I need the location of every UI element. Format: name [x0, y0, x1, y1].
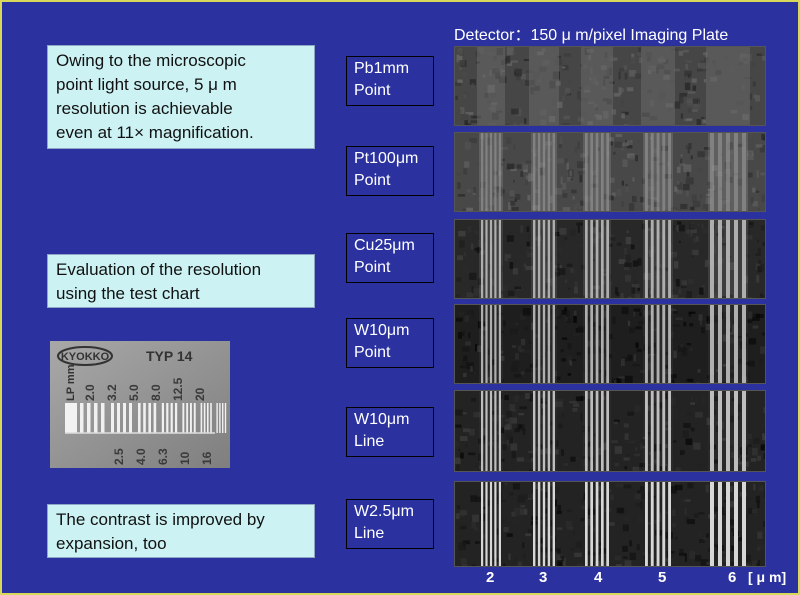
test-chart-upper-value: 20 — [193, 387, 207, 401]
contrast-text: The contrast is improved by expansion, t… — [56, 510, 265, 553]
evaluation-note: Evaluation of the resolution using the t… — [47, 254, 315, 308]
source-label-w10um-point: W10μm Point — [346, 318, 434, 368]
point-source-text: Owing to the microscopic point light sou… — [56, 51, 254, 142]
test-chart-image: KYOKKO TYP 14 LP mm 2.0 3.2 5.0 8.0 12.5 20 2… — [50, 341, 251, 468]
point-source-note: Owing to the microscopic point light sou… — [47, 45, 315, 149]
test-chart-upper-values: 2.0 3.2 5.0 8.0 12.5 20 — [83, 377, 207, 401]
test-chart-upper-value: 5.0 — [127, 384, 141, 401]
x-unit-label: [ μ m] — [748, 569, 787, 585]
test-chart-upper-value: 8.0 — [149, 384, 163, 401]
test-chart-lower-value: 4.0 — [134, 448, 148, 465]
x-tick-6: 6 — [728, 569, 737, 586]
source-label-w2-5um-line: W2.5μm Line — [346, 499, 434, 549]
source-label-w10um-line: W10μm Line — [346, 407, 434, 457]
x-tick-5: 5 — [658, 569, 667, 586]
source-label-cu25um: Cu25μm Point — [346, 233, 434, 283]
test-chart-lower-values: 2.5 4.0 6.3 10 16 — [112, 448, 214, 465]
x-tick-3: 3 — [539, 569, 548, 586]
test-chart-upper-value: 3.2 — [105, 384, 119, 401]
xray-strip-w10um-point — [454, 304, 768, 390]
xray-strip-pb1mm — [454, 46, 768, 132]
x-tick-4: 4 — [594, 569, 603, 586]
source-label-pt100um: Pt100μm Point — [346, 146, 434, 196]
test-chart-lower-value: 16 — [200, 451, 214, 465]
test-chart-model: TYP 14 — [146, 348, 193, 364]
xray-strip-pt100um — [454, 132, 772, 219]
x-tick-2: 2 — [486, 569, 495, 586]
test-chart-bar-pattern — [80, 403, 251, 433]
xray-strip-w2-5um-line — [454, 481, 772, 572]
source-label-pb1mm: Pb1mm Point — [346, 56, 434, 106]
xray-strip-cu25um — [454, 219, 769, 306]
test-chart-upper-value: 2.0 — [83, 384, 97, 401]
test-chart-lower-value: 6.3 — [156, 448, 170, 465]
test-chart-unit: LP mm — [65, 364, 77, 401]
test-chart-lower-value: 10 — [178, 451, 192, 465]
evaluation-text: Evaluation of the resolution using the t… — [56, 260, 262, 303]
xray-strip-w10um-line — [454, 390, 772, 477]
detector-header: Detector：150 μ m/pixel Imaging Plate — [454, 27, 729, 44]
test-chart-lower-value: 2.5 — [112, 448, 126, 465]
test-chart-brand: KYOKKO — [61, 351, 110, 363]
contrast-note: The contrast is improved by expansion, t… — [47, 504, 315, 558]
kyokko-logo — [57, 346, 113, 366]
test-chart-upper-value: 12.5 — [171, 377, 185, 401]
